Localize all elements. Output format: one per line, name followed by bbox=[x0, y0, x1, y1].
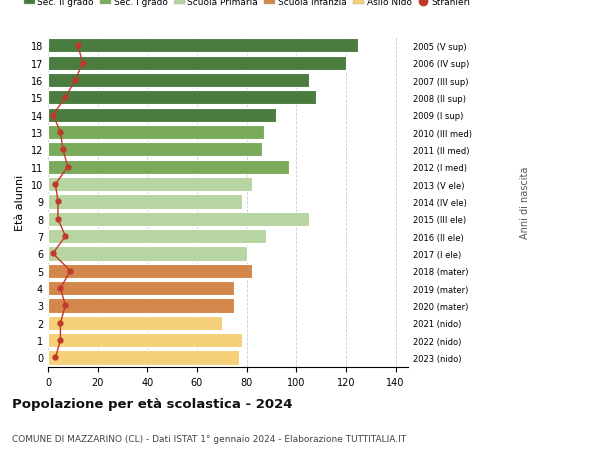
Bar bbox=[48, 351, 239, 365]
Bar bbox=[48, 195, 242, 209]
Bar bbox=[48, 230, 266, 244]
Text: Popolazione per età scolastica - 2024: Popolazione per età scolastica - 2024 bbox=[12, 397, 293, 410]
Bar bbox=[48, 264, 251, 278]
Bar bbox=[48, 247, 247, 261]
Bar bbox=[48, 281, 234, 296]
Bar bbox=[48, 108, 277, 123]
Bar bbox=[48, 91, 316, 105]
Bar bbox=[48, 74, 308, 88]
Bar bbox=[48, 143, 262, 157]
Bar bbox=[48, 56, 346, 71]
Bar bbox=[48, 333, 242, 347]
Bar bbox=[48, 299, 234, 313]
Bar bbox=[48, 178, 251, 192]
Y-axis label: Anni di nascita: Anni di nascita bbox=[520, 166, 530, 238]
Bar bbox=[48, 126, 264, 140]
Bar bbox=[48, 316, 222, 330]
Bar bbox=[48, 212, 308, 226]
Y-axis label: Età alunni: Età alunni bbox=[15, 174, 25, 230]
Bar bbox=[48, 39, 358, 53]
Legend: Sec. II grado, Sec. I grado, Scuola Primaria, Scuola Infanzia, Asilo Nido, Stran: Sec. II grado, Sec. I grado, Scuola Prim… bbox=[24, 0, 470, 7]
Bar bbox=[48, 160, 289, 174]
Text: COMUNE DI MAZZARINO (CL) - Dati ISTAT 1° gennaio 2024 - Elaborazione TUTTITALIA.: COMUNE DI MAZZARINO (CL) - Dati ISTAT 1°… bbox=[12, 434, 406, 443]
